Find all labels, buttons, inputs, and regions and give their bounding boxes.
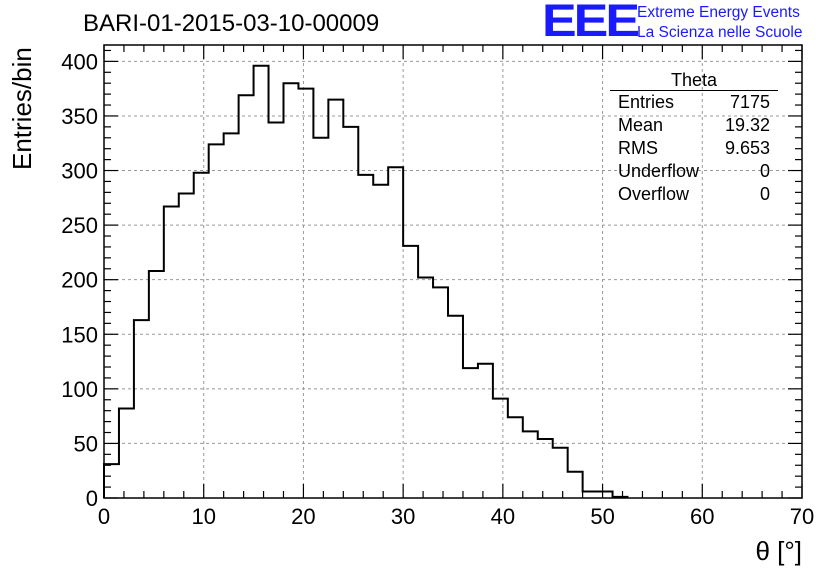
x-tick-label: 50: [590, 504, 614, 529]
y-tick-label: 300: [61, 159, 98, 184]
stats-label: Overflow: [618, 184, 690, 204]
stats-box: Theta Entries 7175 Mean 19.32 RMS 9.653 …: [610, 70, 778, 206]
stats-row-underflow: Underflow 0: [610, 160, 778, 183]
x-tick-label: 40: [491, 504, 515, 529]
stats-label: Entries: [618, 92, 675, 112]
stats-label: Underflow: [618, 161, 700, 181]
stats-title: Theta: [610, 70, 778, 91]
stats-row-entries: Entries 7175: [610, 91, 778, 114]
y-tick-label: 400: [61, 49, 98, 74]
histogram-series: [103, 64, 629, 498]
x-tick-label: 30: [391, 504, 415, 529]
chart-title: BARI-01-2015-03-10-00009: [83, 10, 380, 37]
y-tick-label: 350: [61, 104, 98, 129]
x-axis-label: θ [°]: [755, 536, 802, 566]
stats-value: 0: [759, 161, 770, 181]
grid-lines: [104, 45, 802, 498]
y-tick-label: 150: [61, 322, 98, 347]
y-axis-label: Entries/bin: [7, 47, 37, 170]
y-tick-label: 0: [86, 486, 98, 511]
y-tick-label: 100: [61, 377, 98, 402]
x-tick-label: 0: [98, 504, 110, 529]
x-tick-label: 20: [291, 504, 315, 529]
stats-value: 19.32: [724, 115, 770, 135]
stats-row-mean: Mean 19.32: [610, 114, 778, 137]
y-tick-label: 200: [61, 268, 98, 293]
x-tick-label: 10: [191, 504, 215, 529]
stats-value: 7175: [729, 92, 770, 112]
stats-row-overflow: Overflow 0: [610, 183, 778, 206]
stats-row-rms: RMS 9.653: [610, 137, 778, 160]
y-tick-label: 250: [61, 213, 98, 238]
x-tick-label: 70: [790, 504, 814, 529]
logo-text-line1: Extreme Energy Events: [637, 4, 800, 21]
stats-value: 9.653: [724, 138, 770, 158]
x-tick-label: 60: [690, 504, 714, 529]
y-tick-label: 50: [74, 431, 98, 456]
tick-labels: 0 10 20 30 40 50 60 70 0 50 100 150 200 250 300 350 400: [61, 49, 814, 529]
logo-text-line2: La Scienza nelle Scuole: [637, 24, 803, 41]
stats-value: 0: [759, 184, 770, 204]
stats-label: RMS: [618, 138, 658, 158]
eee-logo: EEE: [542, 0, 640, 47]
plot-frame: [103, 44, 803, 499]
stats-label: Mean: [618, 115, 664, 135]
axis-ticks: [103, 45, 803, 499]
